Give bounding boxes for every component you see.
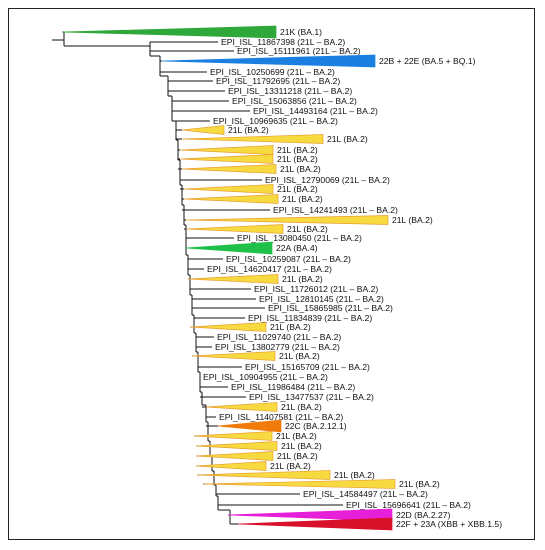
tip-label: EPI_ISL_11726012 (21L – BA.2) <box>254 284 378 294</box>
tip-label: 21K (BA.1) <box>280 27 322 37</box>
collapsed-clade <box>183 194 279 204</box>
tip-label: 21L (BA.2) <box>279 351 320 361</box>
tip-label: 21L (BA.2) <box>277 184 318 194</box>
collapsed-clade <box>202 479 396 489</box>
collapsed-clade <box>181 134 324 144</box>
tip-label: EPI_ISL_11792695 (21L – BA.2) <box>216 76 340 86</box>
tip-label: EPI_ISL_10250699 (21L – BA.2) <box>210 67 335 77</box>
tip-label: 21L (BA.2) <box>287 224 328 234</box>
tip-label: EPI_ISL_13311218 (21L – BA.2) <box>228 86 352 96</box>
tip-label: 21L (BA.2) <box>277 145 318 155</box>
collapsed-clade <box>61 25 277 39</box>
tip-label: 21L (BA.2) <box>280 164 321 174</box>
tip-label: EPI_ISL_15696641 (21L – BA.2) <box>346 500 471 510</box>
tip-label: 21L (BA.2) <box>277 451 318 461</box>
collapsed-clade <box>191 351 276 361</box>
tip-label: 21L (BA.2) <box>399 479 440 489</box>
tip-label: 22D (BA.2.27) <box>396 510 451 520</box>
collapsed-clade <box>227 508 393 522</box>
tip-label: EPI_ISL_11834839 (21L – BA.2) <box>248 313 372 323</box>
tip-label: EPI_ISL_11029740 (21L – BA.2) <box>217 332 341 342</box>
tip-label: EPI_ISL_15111961 (21L – BA.2) <box>237 46 361 56</box>
collapsed-clade <box>179 145 274 155</box>
collapsed-clade <box>187 274 279 284</box>
collapsed-clade <box>195 441 278 451</box>
tip-label: EPI_ISL_14493164 (21L – BA.2) <box>253 106 378 116</box>
tip-label: EPI_ISL_11986484 (21L – BA.2) <box>231 382 355 392</box>
tip-label: 21L (BA.2) <box>334 470 375 480</box>
collapsed-clade <box>205 402 278 412</box>
tip-label: EPI_ISL_12810145 (21L – BA.2) <box>259 294 384 304</box>
tip-label: EPI_ISL_14241493 (21L – BA.2) <box>273 205 398 215</box>
collapsed-clade <box>181 125 225 135</box>
tip-label: EPI_ISL_14620417 (21L – BA.2) <box>207 264 332 274</box>
tip-label: 21L (BA.2) <box>281 402 322 412</box>
tip-label: EPI_ISL_10259087 (21L – BA.2) <box>226 254 351 264</box>
tip-label: EPI_ISL_11407581 (21L – BA.2) <box>219 412 343 422</box>
tip-label: 21L (BA.2) <box>282 194 323 204</box>
tip-label: EPI_ISL_10904955 (21L – BA.2) <box>203 372 328 382</box>
tip-label: 22A (BA.4) <box>276 243 318 253</box>
tip-label: 21L (BA.2) <box>276 431 317 441</box>
collapsed-clade <box>237 517 393 531</box>
tip-label: 21L (BA.2) <box>281 441 322 451</box>
tip-label: 22C (BA.2.12.1) <box>285 421 347 431</box>
tip-label: EPI_ISL_14584497 (21L – BA.2) <box>303 489 428 499</box>
tip-label: 21L (BA.2) <box>277 154 318 164</box>
tip-label: EPI_ISL_10969635 (21L – BA.2) <box>213 116 338 126</box>
tip-label: 22F + 23A (XBB + XBB.1.5) <box>396 519 502 529</box>
collapsed-clade <box>181 164 277 174</box>
tip-label: 21L (BA.2) <box>228 125 269 135</box>
tip-label: 22B + 22E (BA.5 + BQ.1) <box>379 56 476 66</box>
collapsed-clade <box>195 461 267 471</box>
tip-label: EPI_ISL_15063856 (21L – BA.2) <box>232 96 357 106</box>
figure-frame <box>8 8 535 540</box>
tip-label: 21L (BA.2) <box>327 134 368 144</box>
tip-label: EPI_ISL_15865985 (21L – BA.2) <box>268 303 393 313</box>
collapsed-clade <box>183 184 274 194</box>
collapsed-clade <box>185 224 284 234</box>
collapsed-clade <box>196 470 331 480</box>
collapsed-clade <box>195 451 274 461</box>
tip-label: EPI_ISL_15165709 (21L – BA.2) <box>245 362 370 372</box>
collapsed-clade <box>179 154 274 164</box>
tip-label: EPI_ISL_13802779 (21L – BA.2) <box>215 342 340 352</box>
collapsed-clade <box>185 215 389 225</box>
tip-label: 21L (BA.2) <box>392 215 433 225</box>
tip-label: EPI_ISL_11867398 (21L – BA.2) <box>221 37 345 47</box>
collapsed-clade <box>161 54 376 68</box>
collapsed-clade <box>193 431 273 441</box>
collapsed-clade <box>189 322 267 332</box>
tip-label: EPI_ISL_13080450 (21L – BA.2) <box>237 233 362 243</box>
tip-label: 21L (BA.2) <box>270 461 311 471</box>
tip-label: EPI_ISL_12790069 (21L – BA.2) <box>265 175 390 185</box>
tip-label: 21L (BA.2) <box>270 322 311 332</box>
collapsed-clade <box>217 419 282 433</box>
tip-label: 21L (BA.2) <box>282 274 323 284</box>
tip-label: EPI_ISL_13477537 (21L – BA.2) <box>249 392 374 402</box>
collapsed-clade <box>185 241 273 255</box>
